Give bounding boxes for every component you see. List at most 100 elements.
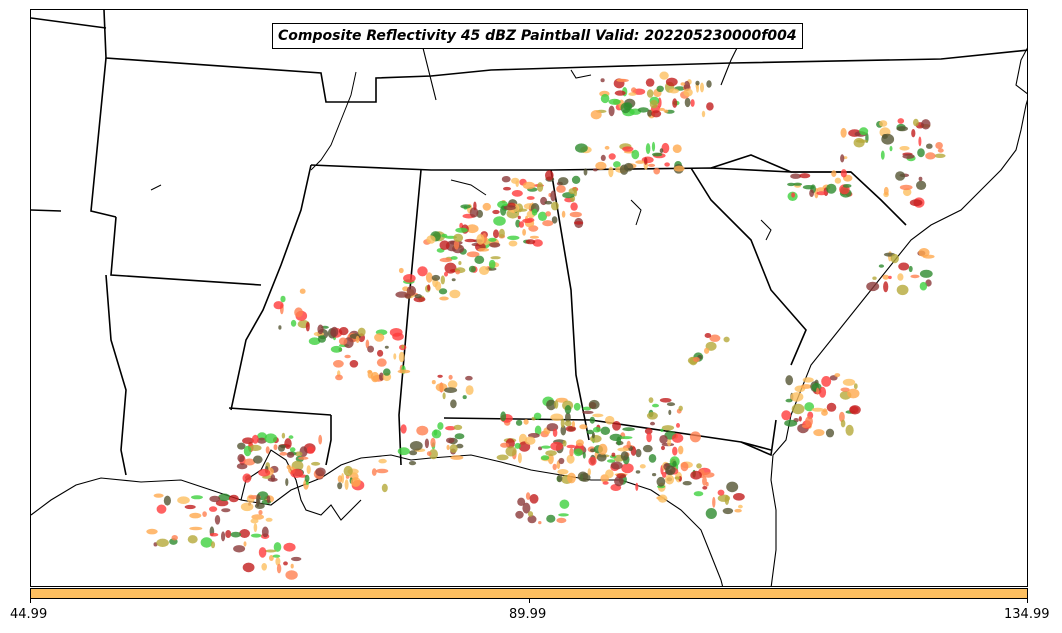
reflectivity-blob [816,191,827,196]
reflectivity-blob [330,345,343,353]
reflectivity-blob [614,476,624,487]
reflectivity-blob [522,228,526,236]
reflectivity-blob [189,526,203,531]
reflectivity-blob [554,400,559,409]
reflectivity-blob [450,399,457,409]
reflectivity-blob [684,97,691,108]
reflectivity-blob [447,380,458,389]
reflectivity-blob [540,445,551,449]
reflectivity-blob [276,563,282,574]
reflectivity-blob [258,510,263,515]
reflectivity-blob [903,188,912,197]
reflectivity-blob [503,186,511,191]
reflectivity-blob [611,452,616,457]
basemap [31,10,1027,586]
reflectivity-blob [590,110,602,120]
colorbar-tick [529,599,530,603]
reflectivity-blob [278,444,285,452]
reflectivity-blob [256,493,261,505]
reflectivity-blob [937,148,944,153]
reflectivity-blob [859,127,869,136]
reflectivity-blob [620,451,629,461]
reflectivity-blob [818,386,827,398]
reflectivity-blob [682,481,692,486]
reflectivity-blob [839,411,845,423]
reflectivity-blob [488,259,496,269]
reflectivity-blob [840,169,847,178]
reflectivity-blob [525,239,536,245]
reflectivity-blob [558,513,569,517]
reflectivity-blob [401,344,405,349]
reflectivity-blob [438,288,448,295]
reflectivity-blob [602,481,609,485]
reflectivity-blob [445,426,456,431]
reflectivity-blob [610,461,623,470]
reflectivity-blob [620,436,633,440]
reflectivity-blob [600,426,611,435]
reflectivity-blob [409,441,423,451]
reflectivity-blob [696,463,702,469]
reflectivity-blob [889,145,893,152]
reflectivity-blob [704,333,712,338]
reflectivity-blob [550,441,564,451]
reflectivity-blob [344,479,349,490]
reflectivity-blob [433,429,438,436]
reflectivity-blob [275,557,281,566]
reflectivity-blob [540,455,550,461]
reflectivity-blob [209,506,218,512]
reflectivity-blob [269,555,274,561]
reflectivity-blob [278,325,282,330]
reflectivity-blob [911,129,916,138]
reflectivity-blob [550,190,556,202]
reflectivity-blob [872,276,877,280]
reflectivity-blob [899,146,910,151]
reflectivity-blob [556,474,563,483]
reflectivity-blob [236,463,248,470]
reflectivity-blob [556,517,567,524]
reflectivity-blob [466,224,479,234]
reflectivity-blob [834,373,841,378]
reflectivity-blob [233,545,246,553]
reflectivity-blob [218,493,231,502]
reflectivity-blob [709,334,721,342]
reflectivity-blob [666,402,676,407]
reflectivity-blob [781,410,792,421]
reflectivity-blob [644,157,648,165]
reflectivity-blob [693,357,700,362]
reflectivity-blob [551,201,559,211]
reflectivity-blob [560,425,567,436]
reflectivity-blob [253,523,258,533]
reflectivity-blob [525,492,531,500]
reflectivity-blob [533,412,542,420]
reflectivity-blob [243,458,256,466]
reflectivity-blob [311,461,321,466]
reflectivity-blob [439,240,450,250]
reflectivity-blob [600,93,610,104]
reflectivity-blob [265,517,273,522]
reflectivity-blob [785,375,793,386]
reflectivity-blob [561,210,566,218]
reflectivity-blob [469,207,479,218]
reflectivity-blob [673,165,685,172]
reflectivity-blob [317,324,324,335]
reflectivity-blob [567,472,576,484]
reflectivity-blob [840,387,850,392]
reflectivity-blob [612,421,621,431]
reflectivity-blob [449,289,461,299]
reflectivity-blob [616,436,622,446]
reflectivity-blob [659,148,664,154]
reflectivity-blob [613,161,621,168]
reflectivity-blob [330,326,339,337]
reflectivity-blob [441,233,448,238]
reflectivity-blob [701,110,706,118]
reflectivity-blob [400,424,407,434]
reflectivity-blob [621,463,634,474]
reflectivity-blob [544,200,553,205]
reflectivity-blob [880,150,885,160]
reflectivity-blob [826,183,837,194]
reflectivity-blob [357,327,366,337]
reflectivity-blob [683,80,691,91]
reflectivity-blob [529,494,539,504]
reflectivity-blob [881,133,895,145]
reflectivity-blob [646,432,652,443]
